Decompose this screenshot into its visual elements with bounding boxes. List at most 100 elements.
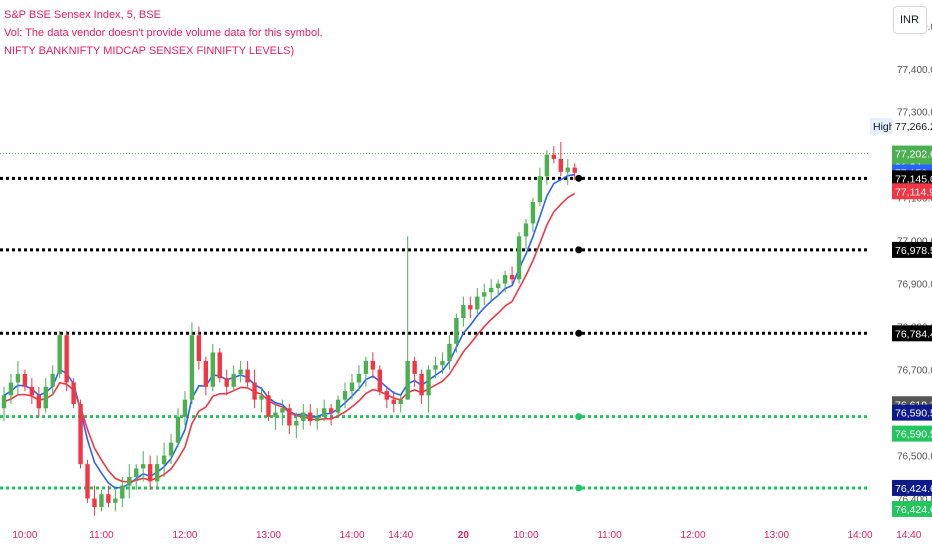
candle-body: [71, 382, 76, 404]
candle-body: [489, 287, 494, 293]
candle-body: [43, 386, 48, 409]
candle-body: [572, 167, 577, 173]
candle-body: [78, 403, 83, 465]
level-tag-3: 76,784.41: [892, 325, 932, 342]
level-tag-3-bg: [892, 325, 932, 342]
candle-body: [551, 154, 557, 160]
time-axis[interactable]: 10:00 11:00 12:00 13:00 14:00 14:40 20 10:00 11:…: [12, 530, 932, 541]
candle-body: [50, 373, 55, 387]
x-tick-label: 14:00: [339, 530, 364, 541]
indicator-label[interactable]: NIFTY BANKNIFTY MIDCAP SENSEX FINNIFTY L…: [4, 45, 295, 57]
x-tick-label: 10:00: [12, 530, 37, 541]
level-tag-3-label: 76,784.41: [895, 328, 932, 340]
high-value-tag-bg: [892, 118, 932, 135]
y-tick-label: 76,500.00: [897, 452, 932, 463]
candle-body: [412, 360, 417, 374]
candle-body: [370, 360, 376, 370]
candle-body: [224, 378, 229, 387]
candle-body: [398, 399, 403, 404]
navy-tag-2: 76,424.60: [892, 479, 932, 496]
candle-body: [363, 360, 369, 374]
green-level-tag-1-label: 76,590.56: [895, 429, 932, 441]
high-prefix-label: High: [873, 121, 895, 133]
candle-body: [495, 283, 501, 288]
candle-body: [356, 373, 362, 383]
candle-body: [461, 305, 466, 319]
pivot-level-marker: [575, 329, 583, 337]
level-tag-2-bg: [892, 241, 932, 258]
green-level-tag-2-bg: [892, 500, 932, 517]
candle-body: [127, 477, 132, 486]
candle-body: [154, 464, 160, 482]
candle-body: [217, 352, 222, 379]
resistance-level-1-marker: [575, 174, 583, 182]
candle-body: [342, 391, 348, 400]
candle-body: [141, 464, 146, 469]
level-tag-1-label: 77,145.06: [895, 173, 932, 185]
high-prefix-bg: [870, 118, 892, 135]
x-tick-label: 12:00: [172, 530, 197, 541]
candle-body: [259, 395, 264, 400]
candle-body: [321, 408, 327, 417]
x-tick-label: 13:00: [256, 530, 281, 541]
x-tick-label: 14:40: [896, 530, 921, 541]
x-tick-label: 12:00: [681, 530, 706, 541]
slow-ma-line: [3, 192, 576, 483]
candle-body: [384, 391, 389, 400]
red-ma-tag: 77,114.93: [892, 183, 932, 200]
x-tick-label: 20: [458, 530, 470, 541]
candle-body: [544, 154, 550, 177]
navy-tag-2-bg: [892, 479, 932, 496]
candle-body: [64, 335, 69, 383]
candle-body: [238, 369, 243, 374]
level-lines: [0, 153, 868, 492]
candle-body: [99, 494, 104, 508]
level-tag-2-label: 76,978.50: [895, 245, 932, 257]
price-tags: High77,266.2977,202.6601:3477,158.6877,1…: [870, 118, 932, 517]
currency-button[interactable]: INR: [893, 6, 927, 34]
candle-body: [433, 365, 438, 370]
high-value-tag-label: 77,266.29: [895, 121, 932, 133]
candle-body: [558, 159, 563, 172]
candle-body: [482, 292, 487, 297]
last-price-tag-label: 77,202.66: [895, 149, 932, 161]
candle-body: [175, 416, 181, 443]
candle-body: [454, 318, 459, 344]
candle-body: [85, 464, 90, 499]
green-level-tag-2: 76,424.60: [892, 500, 932, 517]
candle-body: [426, 369, 431, 396]
navy-tag: 76,590.56: [892, 404, 932, 421]
candle-body: [106, 494, 111, 503]
candle-body: [168, 442, 174, 456]
candle-body: [182, 399, 188, 417]
candle-body: [29, 386, 35, 396]
x-tick-label: 14:40: [388, 530, 413, 541]
candle-body: [273, 412, 278, 417]
candle-body: [565, 167, 570, 172]
candle-body: [391, 399, 396, 404]
candle-body: [203, 360, 209, 387]
candle-body: [349, 382, 355, 392]
candle-body: [1, 395, 7, 409]
x-tick-label: 13:00: [764, 530, 789, 541]
symbol-title[interactable]: S&P BSE Sensex Index, 5, BSE: [4, 9, 161, 21]
volume-note: Vol: The data vendor doesn't provide vol…: [4, 27, 323, 39]
candle-body: [280, 408, 285, 413]
red-ma-tag-label: 77,114.93: [895, 186, 932, 198]
candle-body: [468, 305, 473, 310]
y-tick-label: 77,300.00: [897, 108, 932, 119]
chart-legend: S&P BSE Sensex Index, 5, BSE Vol: The da…: [4, 6, 323, 60]
candle-body: [92, 498, 97, 508]
navy-tag-2-label: 76,424.60: [895, 483, 932, 495]
candle-body: [57, 335, 62, 374]
navy-tag-label: 76,590.56: [895, 408, 932, 420]
candle-body: [266, 395, 271, 417]
level-tag-1-bg: [892, 170, 932, 187]
candle-body: [502, 275, 508, 284]
green-level-tag-1: 76,590.56: [892, 425, 932, 442]
candle-body: [419, 373, 424, 396]
x-tick-label: 11:00: [89, 530, 114, 541]
candle-body: [335, 399, 341, 413]
candle-body: [245, 369, 250, 383]
